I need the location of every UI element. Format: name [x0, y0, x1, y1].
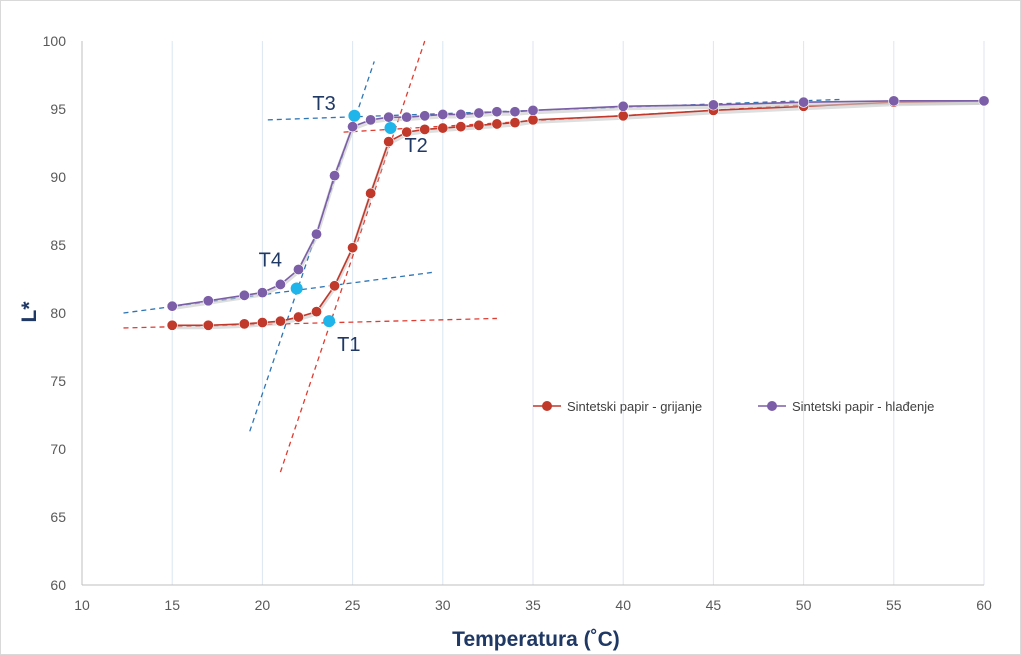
data-point	[491, 106, 503, 118]
transition-label-t2: T2	[404, 135, 427, 157]
transition-label-t3: T3	[312, 93, 335, 115]
data-point	[202, 319, 214, 331]
y-tick-label: 75	[50, 373, 66, 389]
data-point	[437, 108, 449, 120]
y-axis-title: L*	[18, 301, 41, 323]
transition-point-t1	[323, 315, 336, 328]
transition-label-t4: T4	[259, 250, 282, 272]
x-tick-label: 35	[525, 597, 541, 613]
data-point	[202, 295, 214, 307]
data-point	[617, 110, 629, 122]
y-tick-label: 70	[50, 441, 66, 457]
x-axis-title: Temperatura (˚C)	[452, 628, 620, 651]
data-point	[455, 121, 467, 133]
data-point	[365, 114, 377, 126]
transition-point-t2	[384, 122, 397, 135]
x-tick-label: 15	[164, 597, 180, 613]
y-tick-label: 60	[50, 577, 66, 593]
axes: 10 15 20 25 30 35 40 45 50 55 60 60 65 70 75 80 85 90 95 10…	[43, 33, 992, 613]
y-tick-label: 80	[50, 305, 66, 321]
x-tick-label: 10	[74, 597, 90, 613]
data-point	[527, 114, 539, 126]
transition-label-t1: T1	[337, 334, 360, 356]
data-point	[365, 187, 377, 199]
data-point	[274, 315, 286, 327]
tangent-line-4	[123, 271, 434, 314]
data-point	[527, 104, 539, 116]
data-point	[274, 278, 286, 290]
y-tick-label: 100	[43, 33, 67, 49]
data-point	[166, 300, 178, 312]
data-point	[473, 107, 485, 119]
data-point	[292, 311, 304, 323]
x-tick-label: 30	[435, 597, 451, 613]
data-point	[166, 319, 178, 331]
data-point	[419, 123, 431, 135]
transition-point-t4	[290, 282, 303, 295]
legend-label-1: Sintetski papir - grijanje	[567, 399, 702, 414]
y-tick-label: 65	[50, 509, 66, 525]
data-point	[329, 280, 341, 292]
x-tick-label: 60	[976, 597, 992, 613]
data-point	[437, 122, 449, 134]
x-tick-label: 20	[255, 597, 271, 613]
legend-marker-2	[767, 401, 777, 411]
data-point	[347, 121, 359, 133]
data-point	[509, 117, 521, 129]
x-tick-label: 40	[615, 597, 631, 613]
data-point	[401, 126, 413, 138]
data-point	[888, 95, 900, 107]
data-point	[617, 100, 629, 112]
data-point	[311, 228, 323, 240]
data-point	[491, 118, 503, 130]
x-tick-label: 50	[796, 597, 812, 613]
data-point	[401, 111, 413, 123]
data-point	[383, 136, 395, 148]
tangent-line-2	[279, 40, 426, 473]
data-point	[256, 317, 268, 329]
data-point	[473, 119, 485, 131]
data-point	[311, 306, 323, 318]
data-point	[978, 95, 990, 107]
x-tick-label: 55	[886, 597, 902, 613]
x-tick-label: 45	[706, 597, 722, 613]
x-tick-label: 25	[345, 597, 361, 613]
data-series	[166, 95, 990, 331]
series-shadow-2	[171, 100, 984, 311]
data-point	[292, 263, 304, 275]
data-point	[419, 110, 431, 122]
data-point	[798, 96, 810, 108]
legend-marker-1	[542, 401, 552, 411]
legend-label-2: Sintetski papir - hlađenje	[792, 399, 934, 414]
data-point	[509, 106, 521, 118]
transition-points: T1 T2 T3 T4	[259, 93, 428, 356]
data-point	[383, 111, 395, 123]
y-tick-label: 95	[50, 101, 66, 117]
y-tick-label: 90	[50, 169, 66, 185]
gridlines	[171, 41, 985, 585]
y-tick-label: 85	[50, 237, 66, 253]
data-point	[707, 99, 719, 111]
data-point	[329, 170, 341, 182]
transition-point-t3	[348, 109, 361, 122]
data-point	[238, 289, 250, 301]
data-point	[347, 242, 359, 254]
data-point	[238, 318, 250, 330]
legend: Sintetski papir - grijanje Sintetski papi…	[533, 399, 934, 414]
data-point	[455, 108, 467, 120]
data-point	[256, 287, 268, 299]
